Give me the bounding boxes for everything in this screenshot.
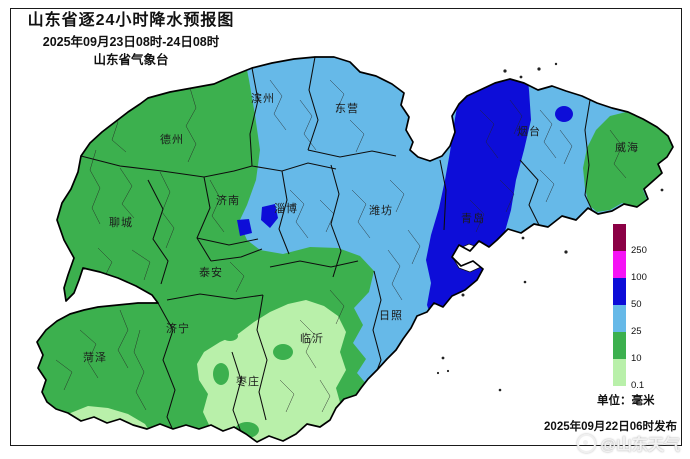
city-label-zibo: 淄博 [274, 203, 298, 215]
title-block: 山东省逐24小时降水预报图 2025年09月23日08时-24日08时 山东省气… [18, 10, 244, 69]
forecast-period: 2025年09月23日08时-24日08时 [42, 34, 220, 49]
city-label-dezhou: 德州 [160, 134, 184, 146]
zone-50-100mm [426, 57, 531, 317]
city-label-liaocheng: 聊城 [109, 217, 133, 229]
zone-50-100mm-patch-ne [555, 106, 573, 122]
watermark: @山东天气 [577, 431, 680, 455]
city-label-binzhou: 滨州 [251, 93, 275, 105]
watermark-text: @山东天气 [600, 437, 680, 454]
city-label-dongying: 东营 [335, 103, 359, 115]
islands [436, 62, 664, 392]
zone-green-blob-1 [273, 344, 293, 360]
city-label-rizhao: 日照 [379, 310, 403, 322]
city-label-heze: 菏泽 [83, 352, 107, 364]
publish-time: 2025年09月22日06时发布 [544, 421, 677, 433]
zone-green-blob-4 [222, 331, 238, 341]
zone-100-250mm-qingdao [484, 249, 502, 265]
city-label-yantai: 烟台 [517, 126, 541, 138]
weibo-logo-icon [577, 433, 597, 453]
city-label-qingdao: 青岛 [461, 213, 485, 225]
city-label-weihai: 威海 [615, 142, 639, 154]
city-label-linyi: 临沂 [300, 333, 324, 345]
city-label-jinan: 济南 [216, 195, 240, 207]
agency-name: 山东省气象台 [93, 53, 169, 68]
province-outline [36, 56, 674, 443]
zone-green-blob-3 [213, 363, 229, 385]
map-title: 山东省逐24小时降水预报图 [27, 12, 235, 29]
zone-50-100mm-spot-zibo-1 [261, 204, 278, 228]
city-label-taian: 泰安 [199, 267, 223, 279]
zone-10-25mm-weihai [583, 112, 673, 212]
city-label-zaozhuang: 枣庄 [236, 376, 260, 388]
zone-50-100mm-spot-zibo-2 [237, 219, 252, 236]
city-boundaries [80, 57, 593, 433]
city-label-weifang: 潍坊 [369, 205, 393, 217]
city-label-jining: 济宁 [166, 323, 190, 335]
